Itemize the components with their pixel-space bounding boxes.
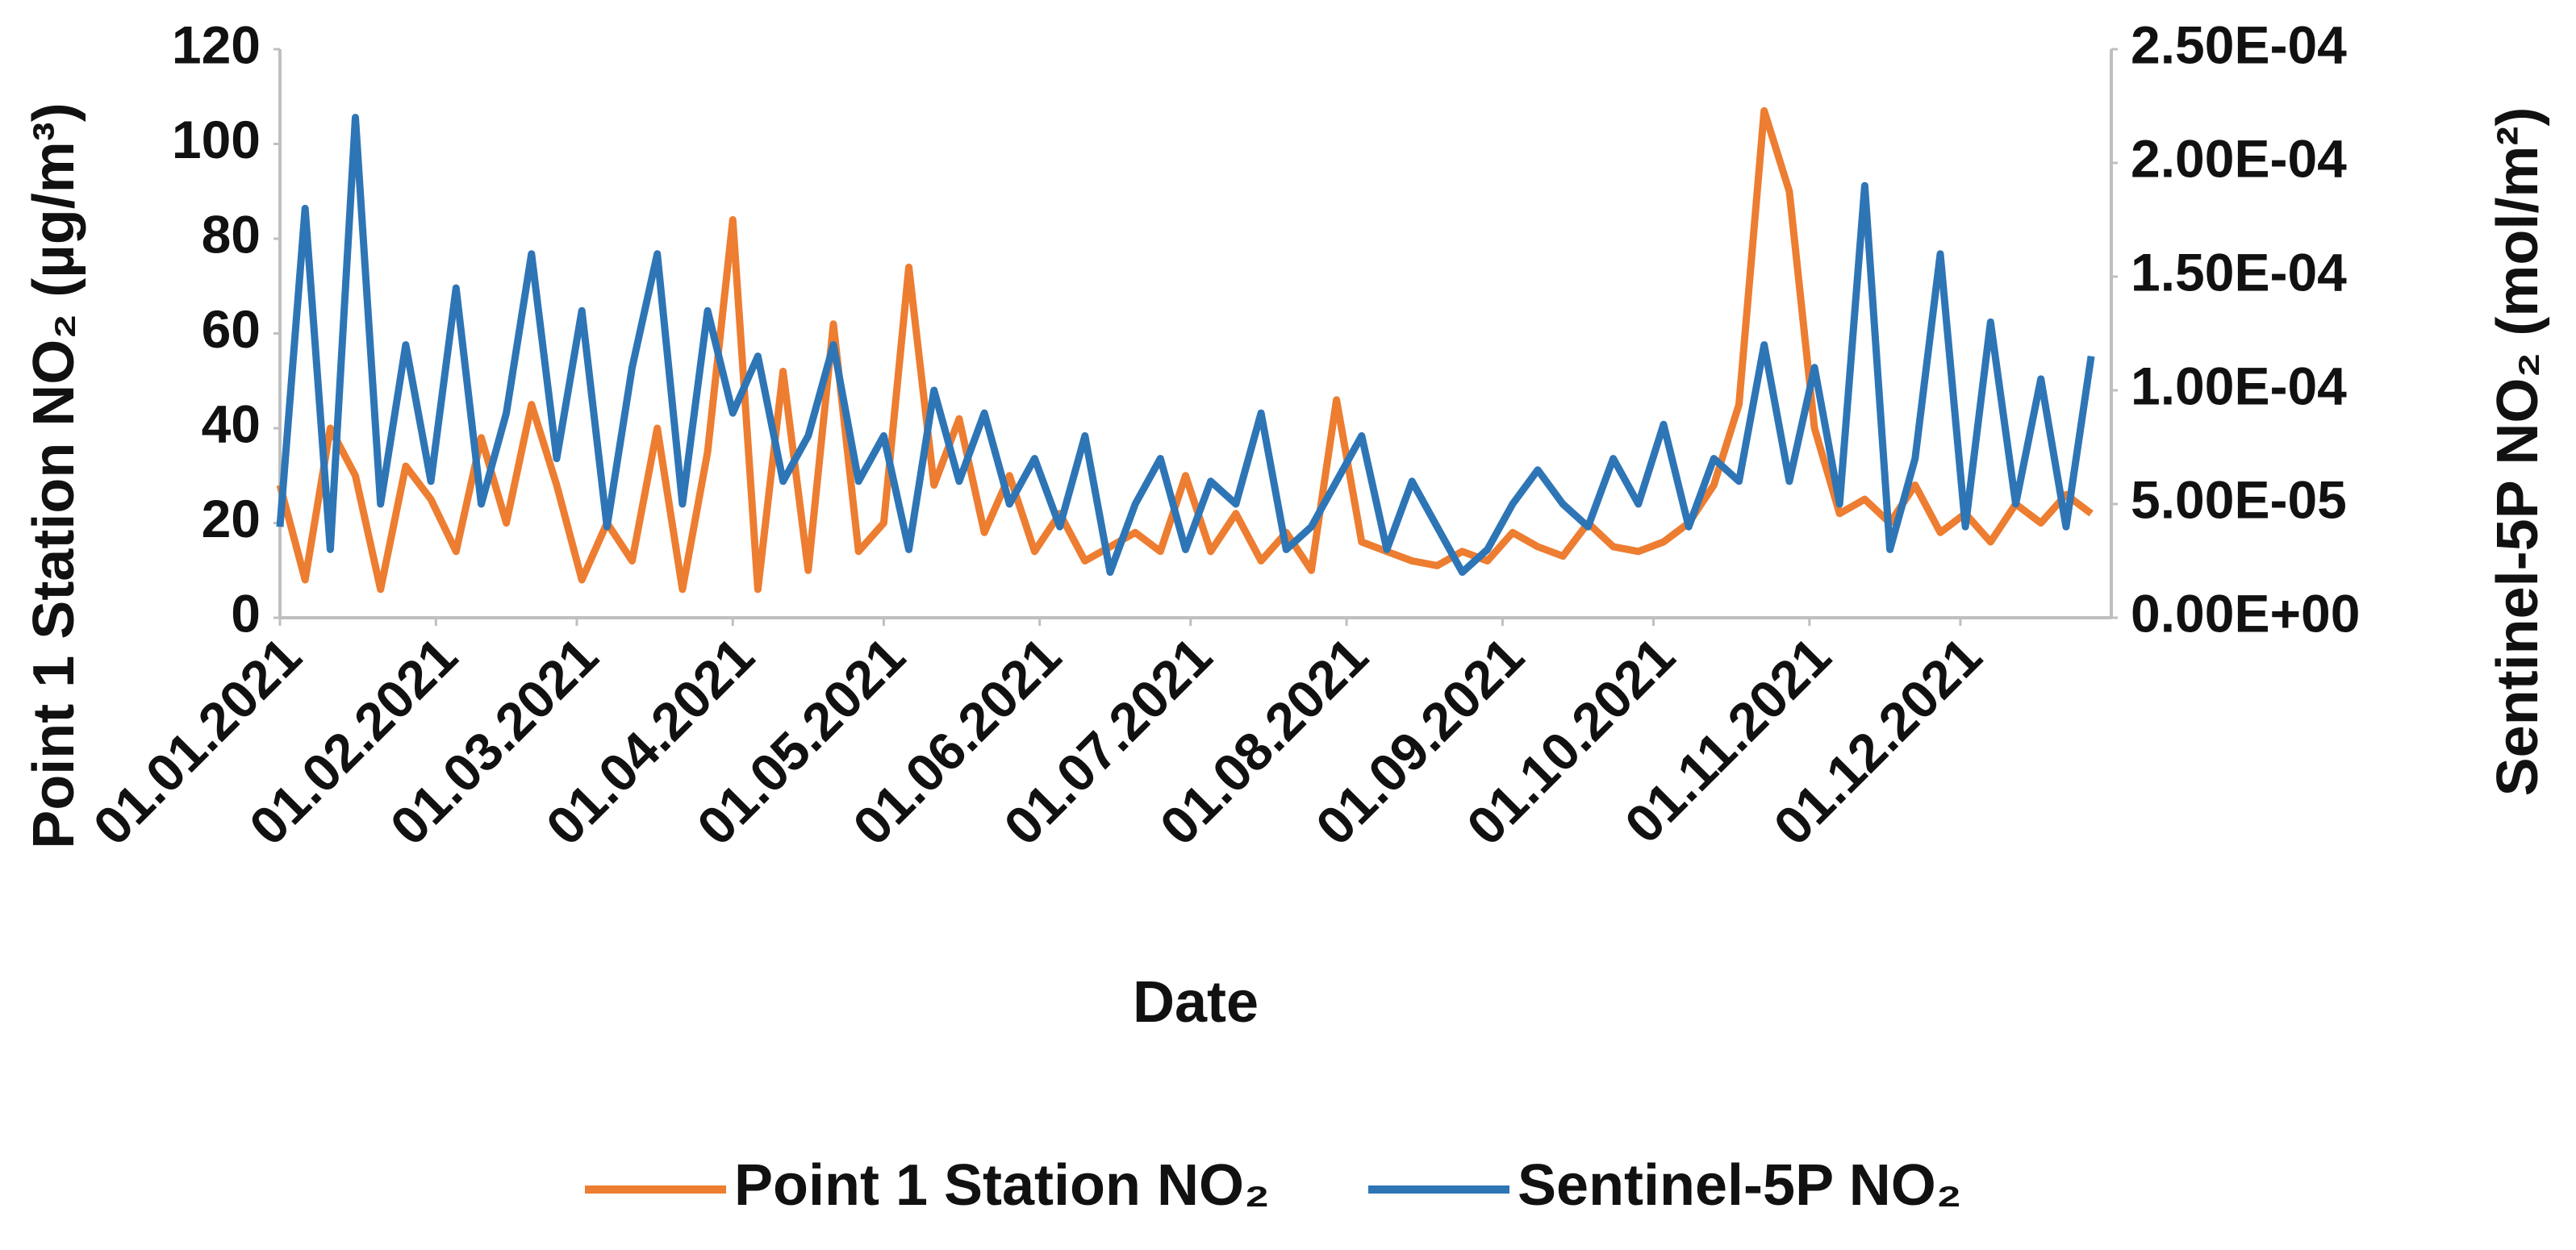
y2-tick-label: 1.00E-04 [2131,356,2347,415]
y2-tick-label: 2.00E-04 [2131,128,2347,188]
y-tick-label: 60 [202,299,261,359]
x-axis-title: Date [1133,970,1259,1035]
y-tick-label: 100 [172,110,261,169]
y-tick-label: 0 [231,583,261,643]
y2-tick-label: 2.50E-04 [2131,15,2347,74]
y-tick-label: 40 [202,394,261,453]
y2-axis-title: Sentinel-5P NO₂ (mol/m²) [2486,107,2550,797]
data-line [276,106,2094,594]
legend-label: Sentinel-5P NO₂ [1518,1153,1962,1218]
y-tick-label: 20 [202,489,261,548]
y2-tick-label: 0.00E+00 [2131,583,2360,643]
y-axis-title: Point 1 Station NO₂ (µg/m³) [22,102,86,848]
y-tick-label: 120 [172,15,261,74]
data-line [276,114,2095,577]
y-tick-label: 80 [202,204,261,264]
y2-tick-label: 5.00E-05 [2131,469,2347,529]
y2-tick-label: 1.50E-04 [2131,242,2347,302]
legend-label: Point 1 Station NO₂ [734,1153,1270,1218]
